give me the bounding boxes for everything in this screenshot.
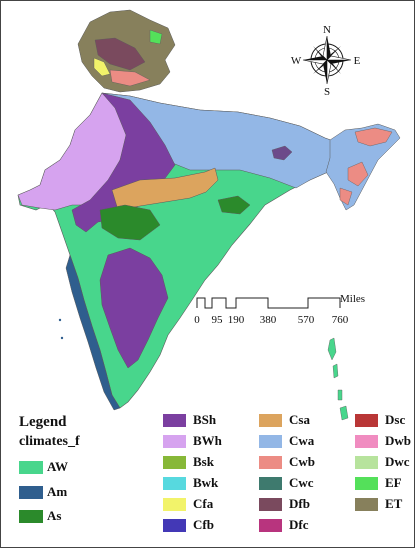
region-bsh bbox=[71, 92, 176, 233]
legend-label: Dfc bbox=[289, 517, 309, 532]
legend-swatch bbox=[163, 498, 186, 511]
legend-label: Dfb bbox=[289, 496, 310, 511]
legend-swatch bbox=[355, 477, 378, 490]
legend-swatch bbox=[163, 456, 186, 469]
island-dot bbox=[58, 318, 62, 322]
region-as bbox=[99, 204, 161, 241]
scale-tick: 380 bbox=[260, 314, 277, 326]
scale-tick: 570 bbox=[298, 314, 315, 326]
compass-w: W bbox=[291, 55, 302, 67]
legend-swatch bbox=[163, 519, 186, 532]
legend-swatch bbox=[19, 510, 43, 523]
compass-rose: N S E W bbox=[291, 24, 361, 98]
legend-label: Cfb bbox=[193, 517, 214, 532]
legend-title: Legend bbox=[19, 414, 67, 430]
legend-label: Cwc bbox=[289, 475, 314, 490]
legend-label: Dwc bbox=[385, 454, 410, 469]
scale-tick: 0 bbox=[194, 314, 200, 326]
region-islands bbox=[327, 337, 349, 421]
legend-swatch bbox=[259, 435, 282, 448]
legend-swatch bbox=[163, 435, 186, 448]
legend-label: Am bbox=[47, 484, 68, 499]
legend-swatch bbox=[259, 498, 282, 511]
legend-label: Bsk bbox=[193, 454, 214, 469]
legend-swatch bbox=[355, 414, 378, 427]
legend-label: BWh bbox=[193, 433, 222, 448]
compass-n: N bbox=[323, 24, 331, 36]
region-bsh-deccan bbox=[99, 247, 169, 369]
legend-swatch bbox=[259, 519, 282, 532]
region-northeast-cwb2 bbox=[347, 161, 369, 187]
legend-label: ET bbox=[385, 496, 403, 511]
legend-swatch bbox=[259, 414, 282, 427]
region-north-dfb bbox=[94, 37, 146, 71]
legend-label: Cwa bbox=[289, 433, 315, 448]
scale-tick: 95 bbox=[212, 314, 224, 326]
region-north-cfa bbox=[93, 57, 111, 77]
scale-unit: Miles bbox=[340, 293, 365, 305]
compass-e: E bbox=[354, 55, 361, 67]
legend-label: Cfa bbox=[193, 496, 214, 511]
compass-s: S bbox=[324, 86, 330, 98]
legend-swatch bbox=[163, 477, 186, 490]
scale-tick: 760 bbox=[332, 314, 349, 326]
legend-swatch bbox=[19, 486, 43, 499]
legend-swatch bbox=[19, 461, 43, 474]
legend-field: climates_f bbox=[19, 434, 80, 449]
region-sikkim bbox=[271, 145, 293, 161]
legend-label: Cwb bbox=[289, 454, 316, 469]
legend-label: AW bbox=[47, 459, 68, 474]
legend-swatch bbox=[259, 477, 282, 490]
legend-swatch bbox=[259, 456, 282, 469]
legend-label: Csa bbox=[289, 412, 310, 427]
legend-swatch bbox=[163, 414, 186, 427]
legend-label: Dsc bbox=[385, 412, 406, 427]
legend-swatch bbox=[355, 435, 378, 448]
legend-swatch bbox=[355, 498, 378, 511]
region-northeast-cwb3 bbox=[339, 187, 353, 206]
legend-label: BSh bbox=[193, 412, 217, 427]
region-northeast-cwb bbox=[354, 127, 393, 147]
legend-label: EF bbox=[385, 475, 402, 490]
region-as-east bbox=[217, 195, 251, 215]
scale-bar: Miles 0 95 190 380 570 760 bbox=[194, 293, 365, 326]
scale-tick: 190 bbox=[228, 314, 245, 326]
legend-swatch bbox=[355, 456, 378, 469]
island-dot bbox=[60, 336, 64, 340]
legend-label: Bwk bbox=[193, 475, 219, 490]
region-north-cwb bbox=[109, 69, 151, 87]
legend-label: As bbox=[47, 508, 62, 523]
region-am-coast bbox=[65, 254, 121, 411]
region-csa bbox=[111, 167, 219, 211]
legend-label: Dwb bbox=[385, 433, 412, 448]
region-north-ef bbox=[149, 29, 163, 45]
